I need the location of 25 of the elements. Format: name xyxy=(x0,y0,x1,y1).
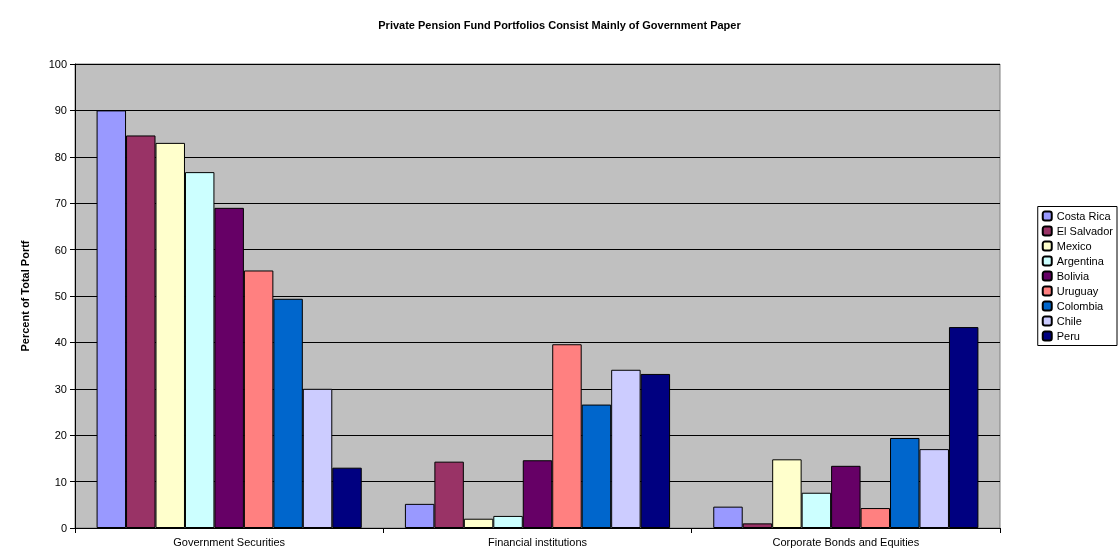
chart-title: Private Pension Fund Portfolios Consist Mainly of Government Paper xyxy=(378,18,742,31)
y-tick-label: 90 xyxy=(54,104,67,117)
y-tick-label: 100 xyxy=(48,58,67,70)
legend-label: Peru xyxy=(1056,330,1080,342)
y-tick-label: 50 xyxy=(54,290,67,302)
y-tick-label: 80 xyxy=(54,150,67,163)
x-tick-label: Corporate Bonds and Equities xyxy=(772,535,920,548)
x-tick-label: Financial institutions xyxy=(487,535,588,548)
legend-label: Colombia xyxy=(1056,300,1105,312)
y-tick-label: 60 xyxy=(54,243,67,256)
legend-label: Costa Rica xyxy=(1056,210,1112,222)
y-tick-label: 70 xyxy=(54,197,67,210)
legend-label: Uruguay xyxy=(1056,285,1099,297)
legend-label: Bolivia xyxy=(1056,270,1091,282)
legend-label: Mexico xyxy=(1056,240,1092,252)
y-axis-title: Percent of Total Portf xyxy=(18,240,31,352)
y-tick-label: 20 xyxy=(54,429,67,442)
legend-label: El Salvador xyxy=(1056,225,1114,237)
y-tick-label: 0 xyxy=(60,522,67,534)
legend-label: Argentina xyxy=(1056,255,1105,267)
y-tick-label: 40 xyxy=(54,336,67,349)
x-tick-label: Government Securities xyxy=(173,535,286,548)
y-tick-label: 30 xyxy=(54,382,67,395)
legend-label: Chile xyxy=(1056,315,1082,327)
y-tick-label: 10 xyxy=(54,475,67,488)
